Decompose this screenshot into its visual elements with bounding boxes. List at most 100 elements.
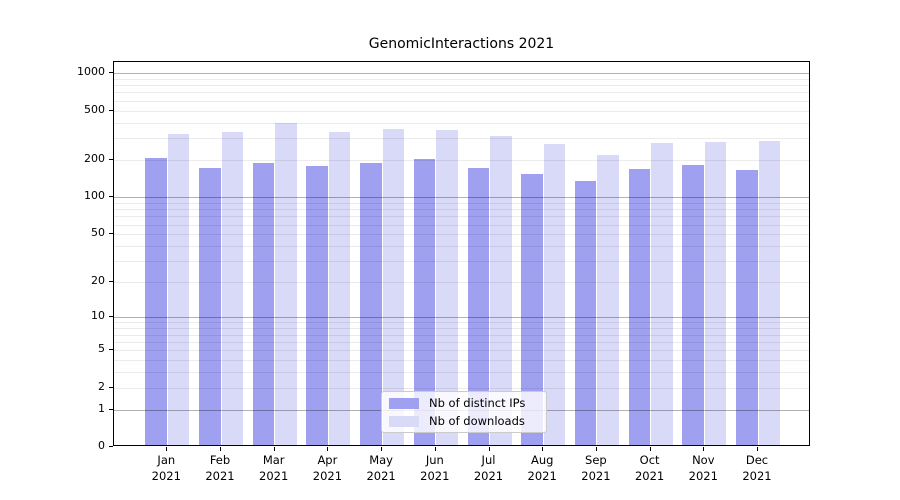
bar-nb-of-distinct-ips-aug-2021 [521,173,543,445]
x-tick-line: 2021 [205,469,235,483]
bar-nb-of-distinct-ips-jan-2021 [145,158,167,445]
x-tick-mark-jan-2021 [166,447,168,451]
bar-nb-of-downloads-aug-2021 [543,144,566,445]
x-tick-line: 2021 [312,469,343,483]
minor-gridline-800 [114,85,809,87]
x-tick-mark-jul-2021 [488,447,490,451]
bar-nb-of-distinct-ips-oct-2021 [628,169,651,445]
legend-item-distinct-ips: Nb of distinct IPs [389,396,546,410]
y-tick-label-1000: 1000 [77,65,105,79]
x-tick-line: May [369,453,393,467]
bar-nb-of-distinct-ips-nov-2021 [682,164,704,445]
y-tick-label-1: 1 [98,401,105,415]
y-tick-label-10: 10 [91,309,105,323]
y-tick-label-2: 2 [98,379,105,393]
x-tick-label-apr-2021: Apr 2021 [295,452,359,484]
x-tick-mark-oct-2021 [649,447,651,451]
x-tick-label-jun-2021: Jun 2021 [403,452,467,484]
x-tick-line: 2021 [473,469,504,483]
bar-nb-of-downloads-dec-2021 [758,141,780,445]
x-tick-line: 2021 [420,469,450,483]
y-tick-mark-200 [109,159,113,160]
x-tick-label-dec-2021: Dec 2021 [725,452,789,484]
legend-label-downloads: Nb of downloads [429,414,525,428]
minor-gridline-600 [114,100,809,102]
y-tick-mark-100 [109,196,113,198]
bar-nb-of-distinct-ips-feb-2021 [199,168,221,445]
y-tick-mark-1 [109,408,113,410]
y-tick-mark-500 [109,109,113,111]
x-tick-mark-nov-2021 [703,447,705,451]
y-tick-mark-50 [109,233,113,235]
bar-nb-of-downloads-jul-2021 [490,136,512,445]
bar-nb-of-distinct-ips-may-2021 [360,162,382,445]
x-tick-mark-feb-2021 [220,447,221,451]
x-tick-line: 2021 [151,469,181,483]
x-tick-line: Sep [585,453,607,467]
bar-nb-of-downloads-jun-2021 [436,130,458,445]
bar-nb-of-downloads-nov-2021 [704,141,727,445]
legend-label-distinct-ips: Nb of distinct IPs [429,396,526,410]
x-tick-label-mar-2021: Mar 2021 [242,452,306,484]
x-tick-label-jan-2021: Jan 2021 [134,452,198,484]
bar-nb-of-downloads-mar-2021 [275,123,297,445]
bar-nb-of-distinct-ips-jul-2021 [467,167,489,445]
x-tick-label-sep-2021: Sep 2021 [564,452,628,484]
y-tick-mark-1000 [109,72,113,74]
bar-nb-of-distinct-ips-apr-2021 [306,166,328,445]
x-tick-line: Nov [692,453,715,467]
x-tick-label-oct-2021: Oct 2021 [618,452,682,484]
x-tick-mark-sep-2021 [595,447,597,451]
x-tick-label-aug-2021: Aug 2021 [510,452,574,484]
x-tick-line: 2021 [742,469,772,483]
bar-nb-of-downloads-oct-2021 [651,142,673,445]
bar-nb-of-distinct-ips-sep-2021 [574,180,597,445]
x-tick-mark-dec-2021 [757,447,758,451]
x-tick-line: 2021 [688,469,718,483]
bar-nb-of-downloads-feb-2021 [221,131,243,445]
x-tick-mark-apr-2021 [327,447,329,451]
legend-swatch-downloads [389,415,419,427]
x-tick-label-nov-2021: Nov 2021 [671,452,735,484]
y-tick-mark-10 [109,316,113,318]
legend-swatch-distinct-ips [389,397,419,409]
x-tick-label-jul-2021: Jul 2021 [457,452,521,484]
x-tick-mark-may-2021 [381,447,383,451]
x-tick-mark-mar-2021 [273,447,275,451]
plot-area: Nb of distinct IPs Nb of downloads [113,61,810,446]
x-tick-line: Jun [425,453,444,467]
x-tick-line: 2021 [581,469,611,483]
y-tick-mark-20 [109,281,113,283]
legend-item-downloads: Nb of downloads [389,414,546,428]
x-tick-mark-jun-2021 [434,447,436,451]
y-tick-label-500: 500 [84,102,105,116]
x-tick-line: 2021 [634,469,665,483]
bar-nb-of-downloads-jan-2021 [167,134,190,445]
major-gridline-1000 [114,73,809,75]
x-tick-line: 2021 [366,469,396,483]
x-tick-line: Feb [209,453,231,467]
x-tick-line: Oct [639,453,660,467]
minor-gridline-400 [114,122,809,124]
x-tick-line: Mar [262,453,285,467]
bar-nb-of-distinct-ips-dec-2021 [736,169,758,445]
y-tick-label-20: 20 [91,274,105,288]
y-tick-label-100: 100 [84,189,105,203]
y-tick-label-50: 50 [91,226,105,240]
minor-gridline-700 [114,92,809,94]
x-tick-line: Dec [745,453,769,467]
minor-gridline-300 [114,138,809,140]
chart-title: GenomicInteractions 2021 [368,36,555,52]
minor-gridline-500 [114,110,809,112]
x-tick-mark-aug-2021 [542,447,544,451]
x-tick-line: Jul [481,453,496,467]
y-tick-label-0: 0 [98,439,105,452]
x-tick-line: 2021 [527,469,557,483]
y-tick-mark-0 [109,446,113,447]
y-tick-label-200: 200 [84,152,105,165]
x-tick-line: Aug [530,453,554,467]
bar-nb-of-downloads-apr-2021 [328,132,351,445]
bar-nb-of-downloads-sep-2021 [597,154,619,445]
y-tick-mark-5 [109,349,113,350]
